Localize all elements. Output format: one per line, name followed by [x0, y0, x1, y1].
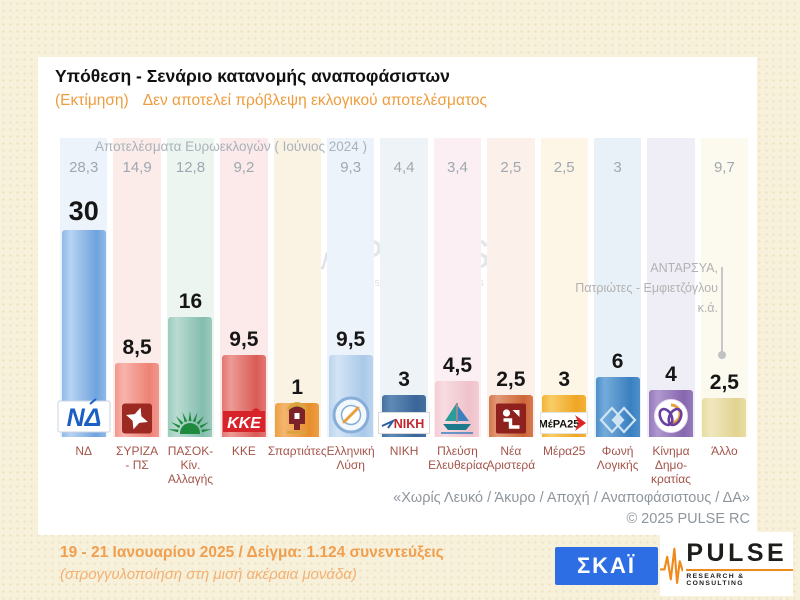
kke-logo-icon: KKE [222, 408, 266, 434]
elliniki-lysi-logo-icon [332, 396, 370, 434]
bar-value-label: 9,5 [229, 328, 259, 351]
column-tint-stripe [700, 138, 749, 437]
euro-result-value: 4,4 [393, 159, 415, 176]
column-tint-stripe [647, 138, 695, 437]
party-column-kke: 9,2 9,5 KKE ΚΚΕ [217, 138, 270, 478]
column-tint-stripe [540, 138, 588, 437]
party-label-plefsi: Πλεύση Ελευθερίας [428, 444, 489, 473]
rounding-note: (στρογγυλοποίηση στη μισή ακέραια μονάδα… [60, 566, 357, 583]
bar-value-label: 16 [178, 290, 203, 313]
party-column-mera25: 2,5 3 ΜέΡΑ25 Μέρα25 [538, 138, 591, 478]
euro-results-header: Αποτελέσματα Ευρωεκλογών ( Ιούνιος 2024 … [94, 139, 368, 154]
subtitle-tag: (Εκτίμηση) [55, 92, 129, 109]
euro-result-value: 2,5 [553, 159, 575, 176]
niki-logo-icon: ΝΙΚΗ [378, 412, 431, 434]
euro-result-value: 14,9 [122, 159, 152, 176]
annotation-antarsya: ΑΝΤΑΡΣΥΑ, Πατριώτες - Εμφιετζόγλου κ.ά. [575, 261, 718, 315]
skai-logo: ΣΚΑΪ [555, 547, 658, 585]
bar-value-label: 4,5 [442, 354, 473, 377]
party-label-niki: ΝΙΚΗ [389, 444, 419, 458]
bar-chart: 28,3 30 ΝΔ ΝΔ 14,9 8,5 ΣΥΡΙΖΑ - ΠΣ 12,8 … [57, 138, 751, 486]
party-column-elliniki-lysi: 9,3 9,5 Ελληνική Λύση [324, 138, 377, 478]
annotation-callout-line [721, 267, 723, 352]
column-tint-stripe [487, 138, 535, 437]
svg-text:ΝΔ: ΝΔ [66, 404, 101, 432]
mera25-logo-icon: ΜέΡΑ25 [539, 412, 589, 434]
pulse-waveform-icon [660, 547, 684, 584]
euro-result-value: 3,4 [447, 159, 468, 176]
bar-value-label: 2,5 [496, 368, 526, 391]
euro-result-value: 2,5 [500, 159, 522, 176]
party-label-foni-logikis: Φωνή Λογικής [596, 444, 639, 473]
plefsi-logo-icon [437, 400, 477, 434]
party-bar-allo [702, 398, 747, 437]
svg-text:ΜέΡΑ25: ΜέΡΑ25 [540, 419, 579, 431]
bar-value-label: 1 [291, 376, 304, 399]
methodology-footnote: «Χωρίς Λευκό / Άκυρο / Αποχή / Αναποφάσι… [393, 490, 750, 528]
euro-result-value: 9,2 [233, 159, 255, 176]
party-label-elliniki-lysi: Ελληνική Λύση [326, 444, 375, 473]
svg-text:KKE: KKE [227, 415, 262, 432]
pulse-logo: PULSE RESEARCH & CONSULTING [660, 532, 793, 596]
spartiates-logo-icon [279, 396, 315, 434]
euro-result-value: 9,7 [713, 159, 735, 176]
party-label-syriza: ΣΥΡΙΖΑ - ΠΣ [116, 444, 159, 473]
party-label-mera25: Μέρα25 [542, 444, 586, 458]
nea-aristera-logo-icon [495, 403, 526, 434]
euro-result-value: 28,3 [69, 159, 99, 176]
party-label-kke: ΚΚΕ [231, 444, 256, 458]
bar-value-label: 30 [68, 196, 99, 226]
bar-value-label: 3 [398, 368, 410, 391]
syriza-logo-icon [122, 403, 153, 434]
bar-value-label: 9,5 [336, 328, 366, 351]
party-column-niki: 4,4 3 ΝΙΚΗ ΝΙΚΗ [377, 138, 431, 478]
bar-value-label: 2,5 [709, 371, 739, 394]
euro-result-value: 12,8 [175, 159, 206, 176]
annotation-callout-dot [718, 351, 726, 359]
party-column-kinima-dimokratias: 4 Κίνημα Δημο- κρατίας [644, 138, 697, 486]
pulse-logo-text: PULSE [686, 539, 788, 567]
bar-value-label: 6 [611, 350, 624, 373]
page-title: Υπόθεση - Σενάριο κατανομής αναποφάσιστω… [55, 66, 450, 86]
kinima-dimokratias-logo-icon [653, 398, 689, 434]
party-column-allo: 9,7 2,5 Άλλο [698, 138, 751, 478]
party-label-nea-aristera: Νέα Αριστερά [486, 444, 536, 473]
foni-logikis-logo-icon [599, 406, 637, 434]
party-column-spartiates: 1 Σπαρτιάτες [267, 138, 327, 478]
euro-result-value: 9,3 [340, 159, 362, 176]
party-label-spartiates: Σπαρτιάτες [267, 444, 327, 458]
bar-value-label: 3 [558, 368, 571, 391]
party-label-pasok: ΠΑΣΟΚ-Κίν. Αλλαγής [167, 444, 214, 487]
party-column-nd: 28,3 30 ΝΔ ΝΔ [57, 138, 111, 478]
bar-value-label: 4 [665, 363, 677, 386]
party-column-foni-logikis: 3 6 Φωνή Λογικής [591, 138, 644, 478]
nd-logo-icon: ΝΔ [57, 397, 111, 434]
party-column-syriza: 14,9 8,5 ΣΥΡΙΖΑ - ΠΣ [110, 138, 163, 478]
party-column-nea-aristera: 2,5 2,5 Νέα Αριστερά [484, 138, 537, 478]
bar-value-label: 8,5 [122, 336, 152, 359]
fieldwork-dates-sample: 19 - 21 Ιανουαρίου 2025 / Δείγμα: 1.124 … [60, 544, 444, 561]
party-column-plefsi: 3,4 4,5 Πλεύση Ελευθερίας [428, 138, 489, 478]
euro-result-value: 3 [613, 159, 622, 176]
svg-text:ΝΙΚΗ: ΝΙΚΗ [394, 417, 425, 431]
pulse-logo-subtext: RESEARCH & CONSULTING [686, 569, 793, 587]
page-subtitle: (Εκτίμηση) Δεν αποτελεί πρόβλεψη εκλογικο… [55, 92, 487, 110]
party-label-kinima-dimokratias: Κίνημα Δημο- κρατίας [651, 444, 691, 487]
column-tint-stripe [273, 138, 321, 437]
column-tint-stripe [380, 138, 428, 437]
party-label-nd: ΝΔ [75, 444, 93, 458]
party-column-pasok: 12,8 16 ΠΑΣΟΚ-Κίν. Αλλαγής [164, 138, 217, 486]
subtitle-text: Δεν αποτελεί πρόβλεψη εκλογικού αποτελέσ… [142, 92, 487, 109]
pasok-logo-icon [167, 403, 213, 443]
party-label-allo: Άλλο [711, 444, 738, 458]
